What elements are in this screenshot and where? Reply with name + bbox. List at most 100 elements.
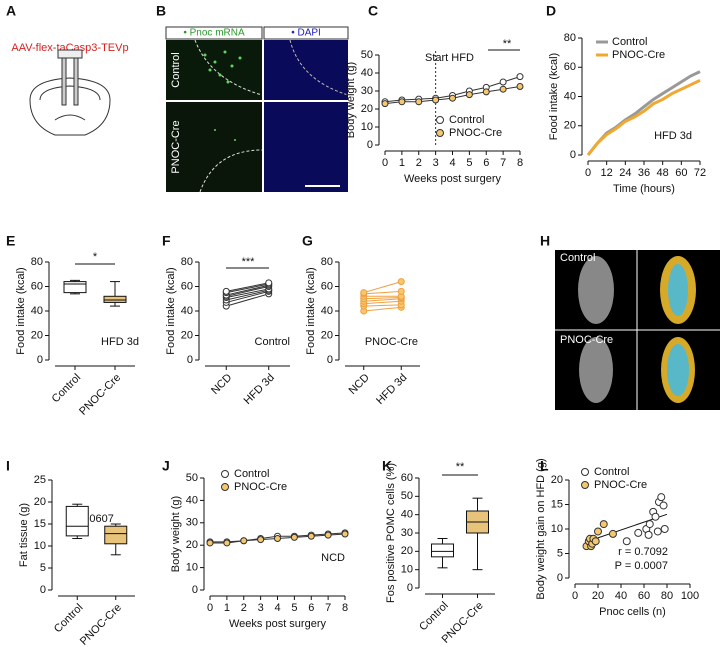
data-point [307,532,315,540]
paired-line [226,286,269,297]
panel-label: H [540,233,550,249]
y-tick-label: 60 [321,280,333,292]
box [104,525,128,545]
x-tick-label: 4 [274,602,280,614]
data-point [594,527,602,536]
y-axis-label: Body weight (g) [345,62,357,138]
data-point [499,78,507,86]
y-axis-label: Body weight (g) [170,496,182,572]
paired-line [226,283,269,294]
data-point [222,287,230,295]
y-tick-label: 40 [321,305,333,317]
y-tick-label: 10 [34,540,46,552]
data-point [591,537,600,546]
y-tick-label: 5 [40,562,46,574]
panel-label: J [162,458,170,474]
data-point [257,536,265,544]
y-axis-label: Fat tissue (g) [18,503,30,567]
x-tick-label: Control [50,372,84,406]
legend-label: Control [449,114,484,126]
y-axis-label: Food intake (kcal) [305,267,317,354]
annotation: PNOC-Cre [365,336,418,348]
box [431,543,454,558]
data-point [449,94,456,102]
legend-label: Control [594,466,629,478]
row-label: PNOC-Cre [560,334,613,346]
data-point [465,91,473,99]
y-tick-label: 40 [564,90,576,102]
y-tick-label: 25 [34,474,46,486]
x-tick-label: 8 [517,157,523,169]
panel-label: G [302,233,313,249]
data-point [657,493,666,502]
data-point [499,85,507,93]
annotation: Control [255,336,290,348]
x-tick-label: PNOC-Cre [78,602,124,647]
x-tick-label: 48 [657,167,669,179]
panel-label: I [6,458,10,474]
data-point [482,88,490,96]
data-point [398,98,406,106]
y-tick-label: 40 [361,67,373,79]
y-tick-label: 60 [31,280,43,292]
annotation: HFD 3d [101,336,139,348]
x-tick-label: 6 [308,602,314,614]
panel-label: A [6,3,16,19]
panel-label: F [162,233,171,249]
paired-line [226,282,269,292]
y-tick-label: 20 [186,539,198,551]
paired-line [363,297,402,300]
x-tick-label: 1 [399,157,405,169]
data-point [644,530,653,539]
data-point [634,528,643,537]
x-tick-label: 5 [291,602,297,614]
data-point [240,537,248,545]
y-tick-label: 20 [361,103,373,115]
paired-line [226,288,269,299]
x-tick-label: Control [52,602,86,636]
legend-swatch [581,481,589,489]
row-label: Control [170,52,182,87]
y-tick-label: 40 [31,305,43,317]
y-tick-label: 40 [401,509,413,521]
y-axis-label: Food intake (kcal) [165,267,177,354]
y-tick-label: 10 [186,562,198,574]
legend-label: PNOC-Cre [449,127,502,139]
data-point [651,512,660,521]
x-tick-label: HFD 3d [242,372,277,407]
panel-label: C [368,3,378,19]
x-tick-label: 60 [638,590,650,602]
y-tick-label: 50 [401,490,413,502]
x-tick-label: 72 [694,167,706,179]
legend-label: PNOC-Cre [612,49,665,61]
data-point [415,98,423,106]
annotation: NCD [321,552,345,564]
legend-swatch [221,470,229,478]
paired-line [226,289,269,301]
y-tick-label: 30 [361,85,373,97]
x-tick-label: 4 [449,157,455,169]
x-tick-label: 0 [585,167,591,179]
paired-line [363,298,402,302]
y-tick-label: 20 [551,474,563,486]
y-tick-label: 50 [186,472,198,484]
x-tick-label: 60 [675,167,687,179]
y-axis-label: Fos positive POMC cells (%) [385,463,397,603]
data-point [206,539,214,547]
series-line [586,79,701,156]
y-tick-label: 0 [557,572,563,584]
row-label: PNOC-Cre [170,120,182,173]
x-tick-label: 3 [433,157,439,169]
data-point [516,73,524,81]
x-tick-label: 36 [638,167,650,179]
y-tick-label: 0 [187,354,193,366]
x-tick-label: 3 [258,602,264,614]
y-tick-label: 20 [34,496,46,508]
x-tick-label: 2 [416,157,422,169]
legend-swatch [436,129,444,137]
x-tick-label: 0 [382,157,388,169]
paired-line [226,293,269,307]
box [63,281,87,294]
data-point [265,279,273,287]
